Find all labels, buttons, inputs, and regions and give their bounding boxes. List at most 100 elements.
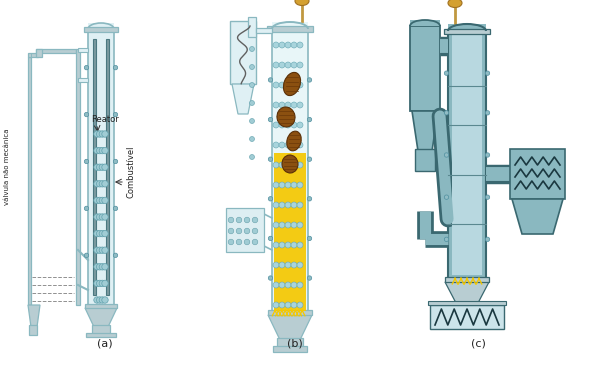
Circle shape	[273, 242, 279, 248]
Circle shape	[96, 181, 103, 187]
Circle shape	[285, 162, 291, 168]
Circle shape	[291, 82, 297, 88]
Circle shape	[279, 182, 285, 188]
Polygon shape	[248, 17, 256, 37]
Circle shape	[285, 142, 291, 148]
Circle shape	[273, 122, 279, 128]
Circle shape	[99, 197, 105, 204]
Polygon shape	[76, 49, 80, 305]
Circle shape	[279, 82, 285, 88]
Circle shape	[99, 230, 105, 237]
Circle shape	[273, 302, 279, 308]
Circle shape	[250, 101, 255, 105]
Circle shape	[99, 264, 105, 270]
Circle shape	[273, 222, 279, 228]
Polygon shape	[36, 49, 42, 57]
Ellipse shape	[295, 0, 309, 6]
Circle shape	[485, 110, 490, 115]
Circle shape	[99, 280, 105, 287]
Polygon shape	[273, 346, 307, 352]
Circle shape	[236, 239, 242, 245]
Polygon shape	[85, 304, 117, 308]
Circle shape	[102, 230, 108, 237]
Circle shape	[297, 162, 303, 168]
Circle shape	[285, 62, 291, 68]
Circle shape	[273, 182, 279, 188]
Circle shape	[273, 282, 279, 288]
Circle shape	[244, 228, 250, 234]
Circle shape	[444, 237, 449, 241]
Ellipse shape	[283, 72, 301, 96]
Circle shape	[307, 197, 311, 201]
Circle shape	[291, 242, 297, 248]
Circle shape	[99, 164, 105, 170]
Polygon shape	[452, 35, 482, 275]
Circle shape	[291, 122, 297, 128]
Circle shape	[102, 264, 108, 270]
Circle shape	[96, 230, 103, 237]
Ellipse shape	[282, 155, 298, 173]
Polygon shape	[232, 84, 254, 114]
Polygon shape	[272, 22, 308, 29]
Polygon shape	[277, 338, 303, 348]
Polygon shape	[28, 305, 40, 327]
Circle shape	[94, 197, 100, 204]
Polygon shape	[226, 208, 264, 252]
Circle shape	[96, 197, 103, 204]
Circle shape	[297, 122, 303, 128]
Polygon shape	[93, 39, 96, 295]
Circle shape	[297, 222, 303, 228]
Circle shape	[228, 239, 234, 245]
Polygon shape	[410, 20, 440, 26]
Circle shape	[99, 131, 105, 137]
Circle shape	[268, 276, 273, 280]
Circle shape	[291, 182, 297, 188]
Ellipse shape	[287, 131, 301, 151]
Circle shape	[94, 131, 100, 137]
Circle shape	[285, 262, 291, 268]
Polygon shape	[86, 333, 116, 337]
Polygon shape	[448, 31, 486, 279]
Circle shape	[291, 282, 297, 288]
Circle shape	[291, 142, 297, 148]
Polygon shape	[88, 29, 114, 305]
Polygon shape	[272, 29, 308, 312]
Circle shape	[279, 162, 285, 168]
Circle shape	[84, 159, 89, 164]
Circle shape	[273, 62, 279, 68]
Circle shape	[228, 217, 234, 223]
Circle shape	[291, 202, 297, 208]
Polygon shape	[78, 78, 88, 82]
Polygon shape	[412, 111, 438, 151]
Circle shape	[99, 214, 105, 220]
Circle shape	[228, 228, 234, 234]
Polygon shape	[28, 57, 31, 305]
Circle shape	[485, 71, 490, 75]
Circle shape	[291, 102, 297, 108]
Circle shape	[285, 202, 291, 208]
Polygon shape	[445, 277, 489, 282]
Polygon shape	[78, 48, 88, 52]
Circle shape	[297, 202, 303, 208]
Circle shape	[307, 236, 311, 241]
Circle shape	[113, 253, 117, 258]
Circle shape	[291, 42, 297, 48]
Circle shape	[102, 131, 108, 137]
Circle shape	[279, 62, 285, 68]
Circle shape	[250, 65, 255, 69]
Circle shape	[96, 247, 103, 253]
Circle shape	[485, 195, 490, 199]
Circle shape	[96, 214, 103, 220]
Circle shape	[297, 62, 303, 68]
Circle shape	[96, 297, 103, 303]
Circle shape	[96, 280, 103, 287]
Circle shape	[250, 83, 255, 87]
Circle shape	[279, 282, 285, 288]
Circle shape	[297, 182, 303, 188]
Polygon shape	[29, 325, 37, 335]
Text: Reator: Reator	[91, 115, 119, 124]
Polygon shape	[92, 325, 110, 335]
Circle shape	[84, 206, 89, 211]
Circle shape	[94, 247, 100, 253]
Circle shape	[250, 155, 255, 160]
